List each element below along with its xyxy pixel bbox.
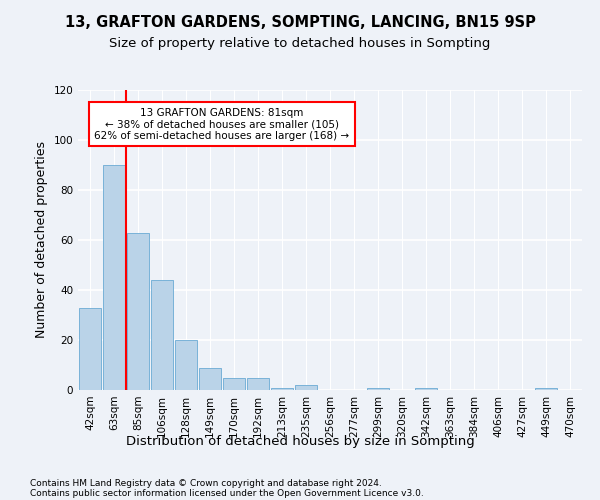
Bar [535,388,557,390]
Bar [175,340,197,390]
Bar [199,368,221,390]
Bar [223,378,245,390]
Bar [367,388,389,390]
Bar [295,385,317,390]
Bar [247,378,269,390]
Text: 13, GRAFTON GARDENS, SOMPTING, LANCING, BN15 9SP: 13, GRAFTON GARDENS, SOMPTING, LANCING, … [65,15,535,30]
Text: 13 GRAFTON GARDENS: 81sqm
← 38% of detached houses are smaller (105)
62% of semi: 13 GRAFTON GARDENS: 81sqm ← 38% of detac… [94,108,350,140]
Bar [79,308,101,390]
Bar [271,388,293,390]
Bar [103,165,125,390]
Bar [151,280,173,390]
Text: Contains HM Land Registry data © Crown copyright and database right 2024.: Contains HM Land Registry data © Crown c… [30,478,382,488]
Text: Contains public sector information licensed under the Open Government Licence v3: Contains public sector information licen… [30,488,424,498]
Text: Size of property relative to detached houses in Sompting: Size of property relative to detached ho… [109,38,491,51]
Y-axis label: Number of detached properties: Number of detached properties [35,142,48,338]
Text: Distribution of detached houses by size in Sompting: Distribution of detached houses by size … [125,435,475,448]
Bar [415,388,437,390]
Bar [127,232,149,390]
